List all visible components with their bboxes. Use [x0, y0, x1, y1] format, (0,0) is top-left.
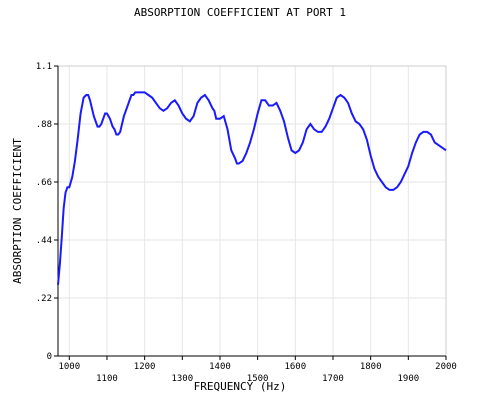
x-tick-label: 1100	[96, 374, 118, 384]
x-tick-label: 1400	[209, 362, 231, 372]
grid	[58, 65, 447, 356]
x-tick-label: 1500	[247, 374, 269, 384]
x-tick-label: 1000	[58, 362, 80, 372]
x-tick-label: 1300	[171, 374, 193, 384]
y-axis-label: ABSORPTION COEFFICIENT	[11, 138, 24, 284]
chart-title: ABSORPTION COEFFICIENT AT PORT 1	[134, 6, 346, 19]
series-line-absorption	[57, 91, 447, 285]
y-tick-label: .44	[36, 236, 52, 246]
y-tick-label: .88	[36, 120, 52, 130]
y-tick-label: 0	[47, 352, 52, 362]
y-ticks: 0 .22 .44 .66 .88 1.1	[36, 62, 58, 362]
x-tick-label: 2000	[435, 362, 457, 372]
x-axis-label: FREQUENCY (Hz)	[194, 380, 287, 393]
y-tick-label: .66	[36, 178, 52, 188]
x-tick-label: 1600	[284, 362, 306, 372]
x-tick-label: 1700	[322, 374, 344, 384]
y-tick-label: 1.1	[36, 62, 52, 72]
x-ticks: 1000 1100 1200 1300 1400 1500 1600 1700 1800 1900…	[58, 356, 457, 384]
y-tick-label: .22	[36, 294, 52, 304]
plot-frame	[57, 65, 447, 357]
x-tick-label: 1800	[360, 362, 382, 372]
x-tick-label: 1200	[134, 362, 156, 372]
x-tick-label: 1900	[397, 374, 419, 384]
